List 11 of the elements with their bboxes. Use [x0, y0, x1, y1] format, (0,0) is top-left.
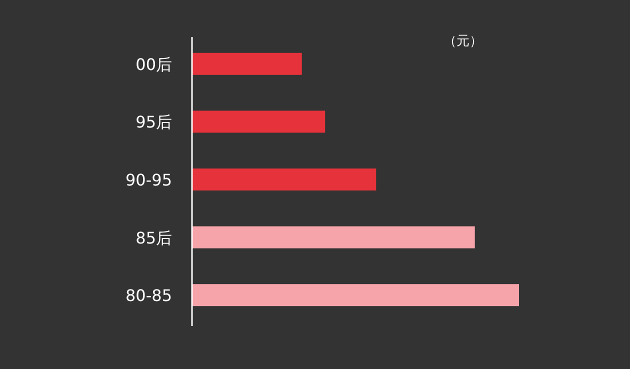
bar: [192, 110, 326, 133]
bar: [192, 284, 519, 306]
bar: [192, 52, 302, 75]
y-tick-label: 90-95: [126, 170, 172, 190]
y-tick-label: 80-85: [126, 286, 172, 306]
bar: [192, 168, 376, 190]
y-tick-label: 00后: [136, 54, 172, 74]
y-tick-label: 95后: [136, 112, 172, 132]
y-tick-label: 85后: [136, 228, 172, 248]
bar: [192, 226, 475, 248]
annotation: （元）: [444, 34, 482, 49]
